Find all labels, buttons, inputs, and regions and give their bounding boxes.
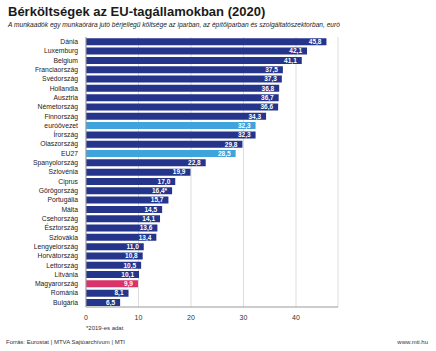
svg-text:Litvánia: Litvánia <box>55 271 79 278</box>
svg-text:14,5: 14,5 <box>144 206 157 214</box>
svg-text:42,1: 42,1 <box>289 47 302 55</box>
svg-text:Szlovákia: Szlovákia <box>49 234 78 241</box>
svg-text:17,0: 17,0 <box>158 178 171 186</box>
svg-text:Románia: Románia <box>51 289 78 296</box>
html-text:A munkaadók egy munkaórára jut: A munkaadók egy munkaórára jutó bérjelle… <box>8 21 340 28</box>
svg-text:37,3: 37,3 <box>264 75 277 83</box>
svg-text:Szlovénia: Szlovénia <box>49 168 79 175</box>
svg-text:9,9: 9,9 <box>124 280 133 288</box>
svg-text:Lengyelország: Lengyelország <box>34 243 78 251</box>
svg-text:14,1: 14,1 <box>142 215 155 223</box>
svg-text:Olaszország: Olaszország <box>40 140 78 148</box>
svg-text:45,8: 45,8 <box>309 38 322 46</box>
svg-text:28,5: 28,5 <box>218 150 231 158</box>
svg-text:36,8: 36,8 <box>262 85 275 93</box>
svg-text:Spanyolország: Spanyolország <box>33 159 78 167</box>
svg-text:Svédország: Svédország <box>42 75 78 83</box>
svg-text:Luxemburg: Luxemburg <box>44 47 78 55</box>
svg-text:10,8: 10,8 <box>125 252 138 260</box>
svg-text:19,9: 19,9 <box>173 168 186 176</box>
svg-text:0: 0 <box>84 314 88 321</box>
html-text:*2019-es adat: *2019-es adat <box>86 325 124 331</box>
svg-text:41,1: 41,1 <box>284 57 297 65</box>
svg-text:36,7: 36,7 <box>261 94 274 102</box>
svg-text:13,4: 13,4 <box>139 234 152 242</box>
svg-text:29,8: 29,8 <box>225 141 238 149</box>
svg-text:10,1: 10,1 <box>121 271 134 279</box>
svg-text:Franciaország: Franciaország <box>35 66 78 74</box>
svg-text:34,3: 34,3 <box>248 113 261 121</box>
svg-text:Dánia: Dánia <box>60 38 78 45</box>
svg-text:30: 30 <box>240 314 248 321</box>
svg-text:Észtország: Észtország <box>44 223 78 232</box>
svg-text:Görögország: Görögország <box>39 187 79 195</box>
svg-text:15,7: 15,7 <box>151 196 164 204</box>
svg-text:10,5: 10,5 <box>123 262 136 270</box>
svg-text:10: 10 <box>135 314 143 321</box>
svg-text:Csehország: Csehország <box>42 215 78 223</box>
svg-text:8,1: 8,1 <box>114 289 123 297</box>
svg-text:Lettország: Lettország <box>46 262 78 270</box>
svg-text:euróövezet: euróövezet <box>44 122 78 129</box>
svg-text:Magyarország: Magyarország <box>35 280 78 288</box>
svg-text:Finnország: Finnország <box>44 113 78 121</box>
svg-text:32,3: 32,3 <box>238 122 251 130</box>
svg-text:Portugália: Portugália <box>47 196 78 204</box>
svg-text:13,6: 13,6 <box>140 224 153 232</box>
svg-text:11,0: 11,0 <box>126 243 139 251</box>
svg-text:Ciprus: Ciprus <box>58 178 78 186</box>
html-text:www.mti.hu: www.mti.hu <box>397 339 428 345</box>
svg-text:Bulgária: Bulgária <box>53 299 78 307</box>
svg-text:Hollandia: Hollandia <box>50 85 79 92</box>
svg-text:32,3: 32,3 <box>238 131 251 139</box>
svg-text:22,8: 22,8 <box>188 159 201 167</box>
svg-text:Belgium: Belgium <box>53 57 78 65</box>
html-text:Forrás: Eurostat | MTVA Sajtóa: Forrás: Eurostat | MTVA Sajtóarchívum | … <box>6 339 125 345</box>
svg-text:Horvátország: Horvátország <box>38 252 79 260</box>
svg-text:Németország: Németország <box>38 103 79 111</box>
svg-text:EU27: EU27 <box>61 150 78 157</box>
svg-text:16,4*: 16,4* <box>152 187 168 195</box>
svg-text:Málta: Málta <box>61 206 78 213</box>
html-text:Bérköltségek az EU-tagállamokb: Bérköltségek az EU-tagállamokban (2020) <box>8 4 266 19</box>
svg-text:20: 20 <box>187 314 195 321</box>
svg-text:40: 40 <box>292 314 300 321</box>
svg-text:Írország: Írország <box>53 130 78 139</box>
svg-text:Ausztria: Ausztria <box>53 94 78 101</box>
svg-text:36,6: 36,6 <box>260 103 273 111</box>
svg-text:37,5: 37,5 <box>265 66 278 74</box>
svg-text:6,5: 6,5 <box>106 299 115 307</box>
